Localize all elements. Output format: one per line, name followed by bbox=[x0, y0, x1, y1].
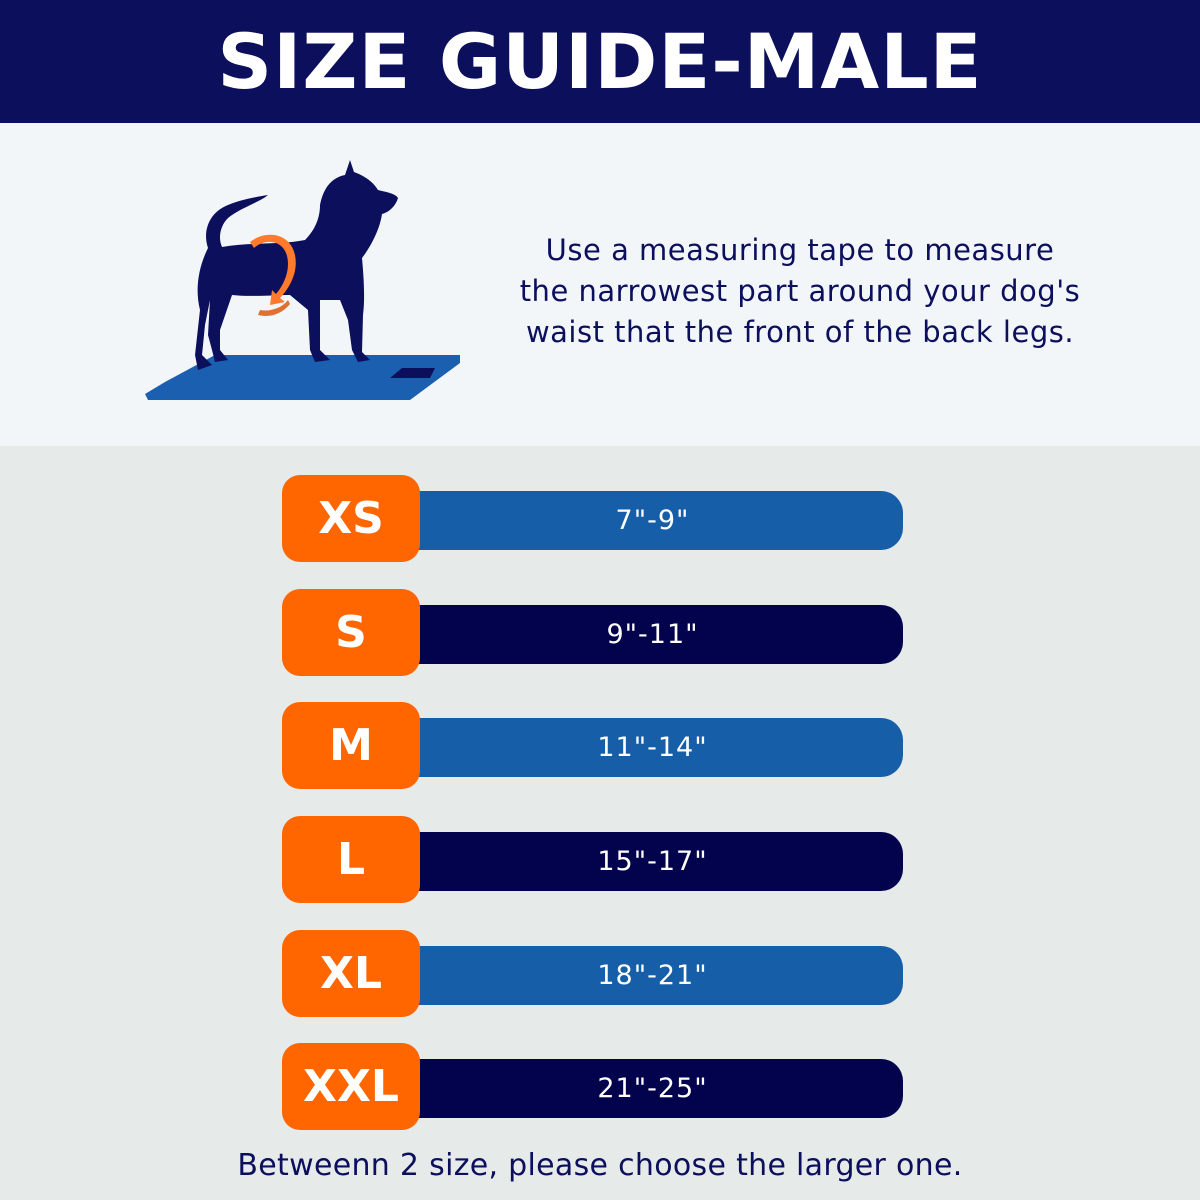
size-badge: S bbox=[282, 589, 420, 676]
size-row-xs: 7"-9" XS bbox=[282, 475, 904, 562]
instruction-line: Use a measuring tape to measure bbox=[545, 233, 1055, 267]
size-range-bar: 7"-9" bbox=[402, 491, 903, 550]
size-row-xxl: 21"-25" XXL bbox=[282, 1043, 904, 1130]
dog-silhouette bbox=[195, 160, 398, 370]
size-row-l: 15"-17" L bbox=[282, 816, 904, 903]
mat bbox=[145, 355, 460, 400]
size-badge: M bbox=[282, 702, 420, 789]
measuring-tape-tail bbox=[258, 300, 290, 316]
size-badge: XL bbox=[282, 930, 420, 1017]
size-range-bar: 18"-21" bbox=[402, 946, 903, 1005]
instruction-line: the narrowest part around your dog's bbox=[519, 274, 1081, 308]
size-badge: L bbox=[282, 816, 420, 903]
mat-pad bbox=[390, 368, 435, 378]
size-range-bar: 21"-25" bbox=[402, 1059, 903, 1118]
size-range-bar: 9"-11" bbox=[402, 605, 903, 664]
size-range-bar: 15"-17" bbox=[402, 832, 903, 891]
dog-illustration bbox=[145, 160, 460, 400]
size-row-m: 11"-14" M bbox=[282, 702, 904, 789]
size-row-s: 9"-11" S bbox=[282, 589, 904, 676]
measuring-instructions: Use a measuring tape to measure the narr… bbox=[490, 230, 1110, 353]
size-row-xl: 18"-21" XL bbox=[282, 930, 904, 1017]
size-note: Betweenn 2 size, please choose the large… bbox=[237, 1148, 963, 1183]
size-badge: XXL bbox=[282, 1043, 420, 1130]
measuring-tape-arrow-icon bbox=[250, 234, 296, 305]
size-badge: XS bbox=[282, 475, 420, 562]
page-title: SIZE GUIDE-MALE bbox=[217, 17, 983, 106]
size-range-bar: 11"-14" bbox=[402, 718, 903, 777]
header: SIZE GUIDE-MALE bbox=[0, 0, 1200, 123]
instruction-line: waist that the front of the back legs. bbox=[525, 315, 1075, 349]
